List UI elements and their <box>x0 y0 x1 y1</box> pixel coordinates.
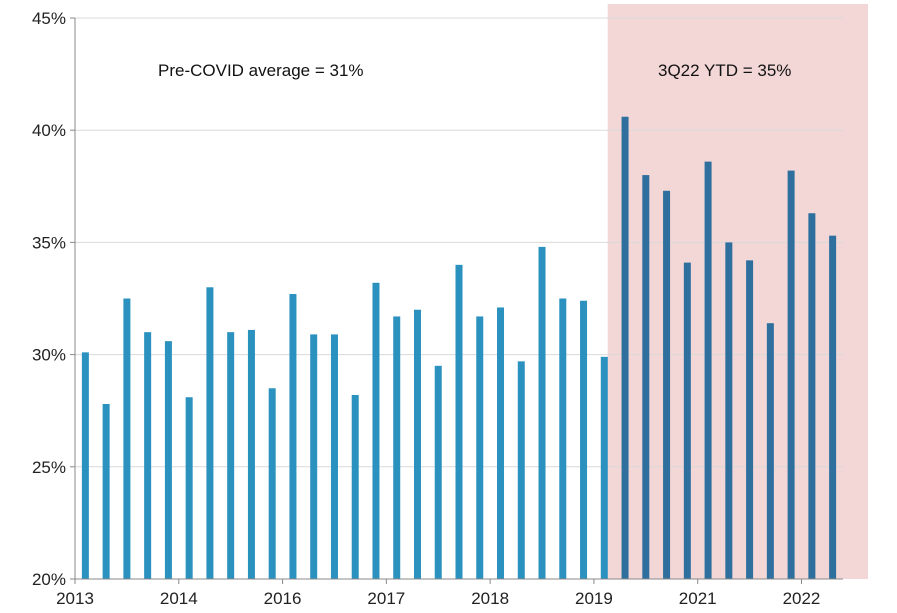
bar <box>268 388 276 579</box>
bars <box>81 116 837 580</box>
x-tick-label: 2021 <box>679 589 717 608</box>
y-tick-label: 30% <box>32 346 66 365</box>
ytd-annotation: 3Q22 YTD = 35% <box>658 61 791 80</box>
bar <box>185 397 193 579</box>
bar <box>808 213 816 579</box>
y-tick-label: 35% <box>32 233 66 252</box>
y-tick-label: 40% <box>32 121 66 140</box>
bar <box>351 394 359 579</box>
x-tick-label: 2018 <box>471 589 509 608</box>
bar <box>123 298 131 579</box>
bar <box>725 242 733 579</box>
bar <box>164 341 172 579</box>
bar <box>621 116 629 580</box>
y-tick-label: 25% <box>32 458 66 477</box>
bar <box>497 307 505 579</box>
x-tick-label: 2014 <box>160 589 198 608</box>
bar <box>102 403 110 579</box>
y-axis-ticks: 20% 25% 30% 35% 40% 45% <box>32 9 75 589</box>
bar <box>289 294 297 579</box>
x-tick-label: 2017 <box>367 589 405 608</box>
bar <box>81 352 89 579</box>
x-tick-label: 2019 <box>575 589 613 608</box>
bar <box>704 161 712 579</box>
bar <box>829 235 837 579</box>
bar <box>434 365 442 579</box>
bar <box>787 170 795 580</box>
bar <box>413 309 421 579</box>
bar <box>746 260 754 579</box>
bar <box>663 190 671 579</box>
y-tick-label: 20% <box>32 570 66 589</box>
bar <box>517 361 525 579</box>
bar <box>144 332 152 579</box>
bar <box>247 329 255 579</box>
bar <box>600 356 608 579</box>
bar <box>580 300 588 579</box>
bar <box>310 334 318 579</box>
bar <box>559 298 567 579</box>
bar <box>476 316 484 579</box>
bar <box>330 334 338 579</box>
pre-covid-average-annotation: Pre-COVID average = 31% <box>158 61 364 80</box>
bar <box>683 262 691 579</box>
bar <box>227 332 235 579</box>
x-axis-ticks: 2013 2014 2016 2017 2018 2019 2021 2022 <box>56 579 820 608</box>
bar <box>538 246 546 579</box>
x-tick-label: 2022 <box>783 589 821 608</box>
bar <box>372 282 380 579</box>
y-tick-label: 45% <box>32 9 66 28</box>
bar <box>642 175 650 579</box>
bar <box>455 264 463 579</box>
post-covid-highlight-band <box>607 4 868 579</box>
x-tick-label: 2013 <box>56 589 94 608</box>
bar <box>393 316 401 579</box>
x-tick-label: 2016 <box>264 589 302 608</box>
bar <box>206 287 214 579</box>
bar <box>766 323 774 579</box>
